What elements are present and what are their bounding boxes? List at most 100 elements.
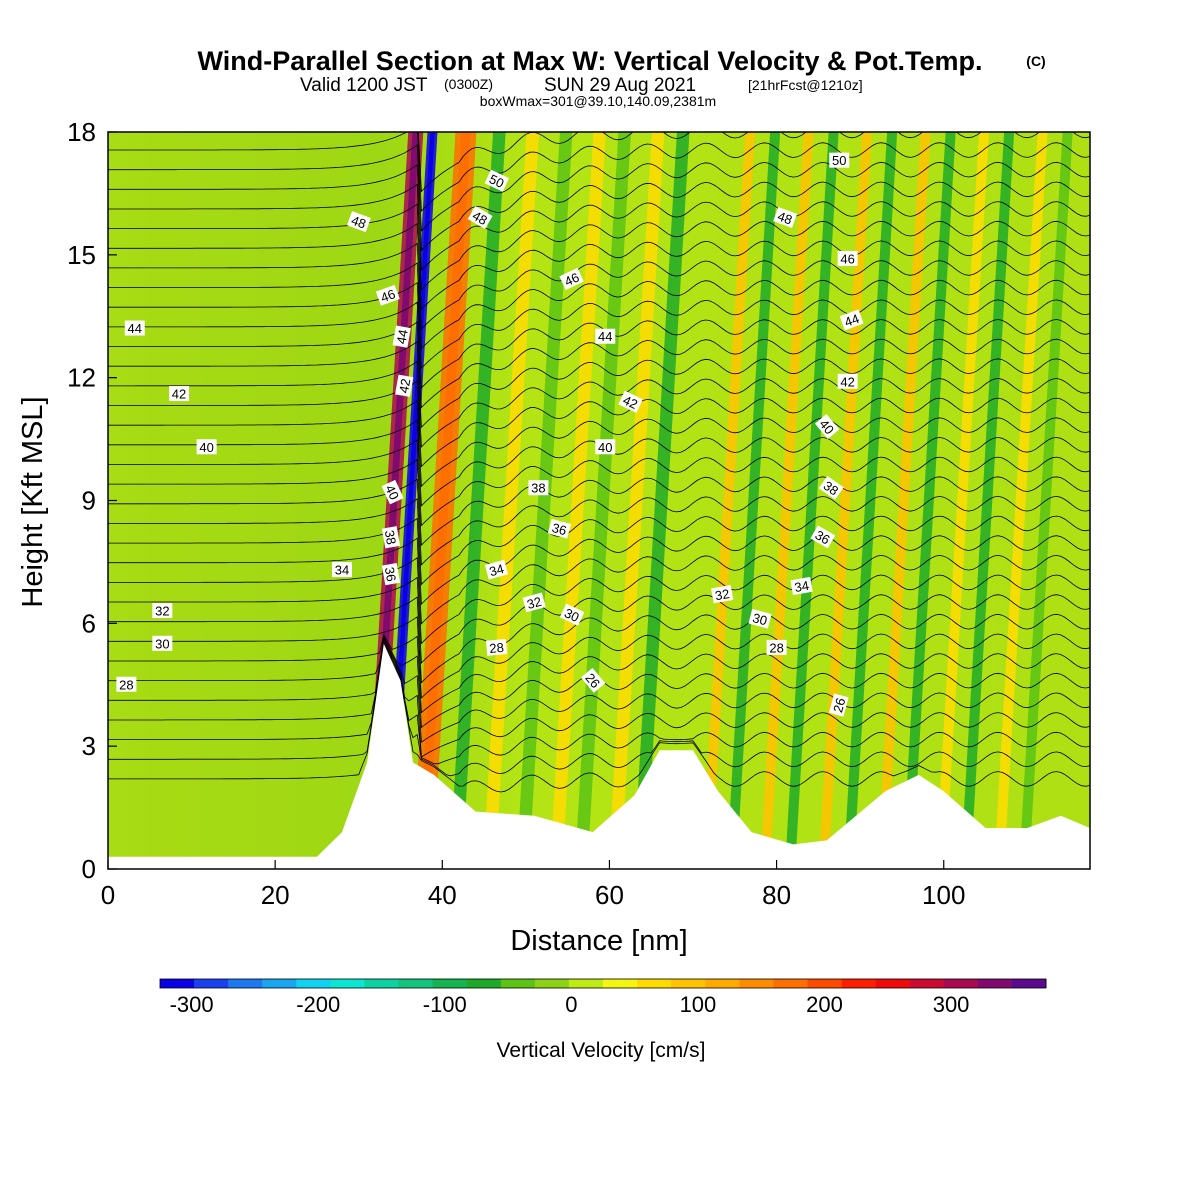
contour-label-34: 30: [748, 608, 772, 629]
contour-label-10: 44: [595, 328, 616, 344]
contour-label-text: 40: [199, 440, 213, 455]
contour-label-text: 44: [842, 311, 861, 330]
contour-label-17: 40: [595, 439, 616, 455]
isentrope-15: [108, 458, 1090, 547]
contour-label-14: 42: [618, 390, 643, 413]
contour-label-text: 32: [525, 594, 543, 612]
contour-labels: 50 50 48 48 48 46 46 46 44 44 44 44 42 42 42 42 40 40 40 40…: [116, 152, 864, 717]
contour-label-text: 44: [128, 321, 142, 336]
isentrope-6: [108, 633, 1090, 714]
contour-label-27: 34: [484, 559, 509, 580]
contour-label-text: 46: [379, 286, 398, 305]
isentrope-28: [108, 203, 1090, 291]
contour-label-30: 32: [522, 592, 546, 613]
updraft-column-10: [993, 132, 1048, 869]
contour-label-text: 26: [830, 696, 848, 714]
chart-title: Wind-Parallel Section at Max W: Vertical…: [198, 46, 983, 76]
contour-label-text: 36: [550, 520, 568, 538]
box-max-info: boxWmax=301@39.10,140.09,2381m: [480, 93, 716, 109]
contour-label-text: 30: [562, 605, 581, 625]
x-tick-label-5: 100: [922, 880, 965, 910]
colorbar-segment-6: [364, 979, 400, 988]
contour-label-5: 46: [375, 284, 400, 306]
colorbar-segment-7: [398, 979, 434, 988]
x-tick-label-3: 60: [595, 880, 624, 910]
colorbar-segment-20: [841, 979, 877, 988]
updraft-column-3: [549, 132, 606, 869]
contour-label-22: 36: [547, 518, 572, 539]
y-tick-label-2: 6: [82, 608, 96, 638]
colorbar: [159, 978, 1047, 989]
colorbar-segment-5: [330, 979, 365, 988]
isentrope-2: [108, 640, 1090, 765]
colorbar-tick-4: 100: [680, 992, 717, 1017]
contour-label-text: 44: [598, 329, 612, 344]
contour-label-text: 34: [793, 578, 810, 595]
colorbar-tick-1: -200: [296, 992, 340, 1017]
isentrope-23: [108, 301, 1090, 389]
contour-label-39: 26: [828, 693, 849, 717]
colorbar-segment-8: [432, 979, 468, 988]
contour-label-18: 40: [814, 413, 840, 439]
isentrope-13: [108, 498, 1090, 586]
contour-label-text: 42: [840, 374, 854, 389]
valid-time-b: (0300Z): [444, 76, 493, 92]
contour-label-23: 36: [810, 525, 836, 549]
contour-label-text: 48: [349, 213, 368, 232]
isentrope-32: [108, 132, 1090, 212]
isentrope-21: [108, 340, 1090, 429]
contour-label-text: 36: [382, 566, 399, 583]
contour-label-33: 30: [559, 603, 585, 626]
updraft-column-2: [482, 132, 540, 869]
isentrope-22: [108, 321, 1090, 409]
contour-label-3: 48: [467, 206, 493, 230]
contour-label-36: 28: [485, 639, 508, 656]
contour-label-2: 48: [346, 211, 371, 233]
contour-label-26: 34: [332, 562, 353, 578]
valid-time-c: SUN 29 Aug 2021: [544, 75, 696, 96]
contour-label-20: 38: [528, 480, 549, 496]
colorbar-segment-2: [228, 979, 263, 988]
colorbar-segment-15: [671, 979, 706, 988]
isentrope-19: [108, 380, 1090, 468]
contour-label-text: 42: [172, 387, 186, 402]
isentrope-3: [108, 639, 1090, 758]
contour-label-12: 42: [169, 386, 190, 402]
colorbar-segment-10: [500, 979, 536, 988]
y-tick-label-4: 12: [67, 363, 96, 393]
contour-label-text: 28: [489, 640, 505, 656]
contour-label-13: 42: [395, 374, 413, 397]
contour-label-text: 44: [394, 328, 411, 345]
contour-label-text: 30: [751, 610, 769, 628]
contour-label-text: 38: [382, 529, 399, 546]
colorbar-label: Vertical Velocity [cm/s]: [497, 1039, 706, 1062]
downdraft-column-1: [449, 132, 506, 869]
contour-label-0: 50: [484, 169, 510, 192]
isentrope-4: [108, 637, 1090, 743]
colorbar-segment-14: [637, 979, 672, 988]
downdraft-column-5: [726, 132, 781, 869]
colorbar-segment-19: [807, 979, 843, 988]
isentrope-26: [108, 242, 1090, 330]
contour-label-text: 46: [562, 270, 581, 290]
contour-label-text: 28: [769, 640, 783, 655]
isentrope-24: [108, 281, 1090, 370]
contour-label-text: 34: [335, 563, 349, 578]
plot-field: [108, 132, 1090, 869]
contour-label-text: 30: [155, 636, 169, 651]
isentrope-31: [108, 144, 1090, 232]
contour-label-38: 26: [580, 667, 606, 693]
x-tick-label-1: 20: [261, 880, 290, 910]
isentrope-12: [108, 517, 1090, 606]
terrain: [108, 643, 1090, 869]
contour-label-24: 38: [382, 526, 401, 549]
contour-label-text: 42: [621, 392, 640, 412]
y-tick-label-0: 0: [82, 854, 96, 884]
contour-label-text: 38: [821, 478, 841, 499]
x-tick-label-2: 40: [428, 880, 457, 910]
y-tick-label-3: 9: [82, 486, 96, 516]
downdraft-column-6: [784, 132, 839, 869]
colorbar-tick-0: -300: [170, 992, 214, 1017]
isentrope-0: [108, 644, 1090, 793]
